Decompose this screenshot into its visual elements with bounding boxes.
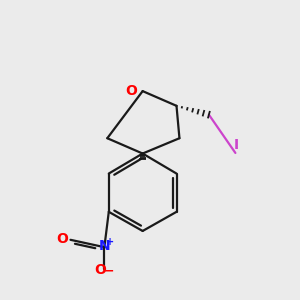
Text: I: I [233, 138, 238, 152]
Text: N: N [98, 239, 110, 253]
Text: +: + [106, 237, 114, 247]
Text: −: − [104, 264, 114, 277]
Text: O: O [125, 83, 137, 98]
Text: O: O [94, 263, 106, 278]
Text: O: O [56, 232, 68, 246]
